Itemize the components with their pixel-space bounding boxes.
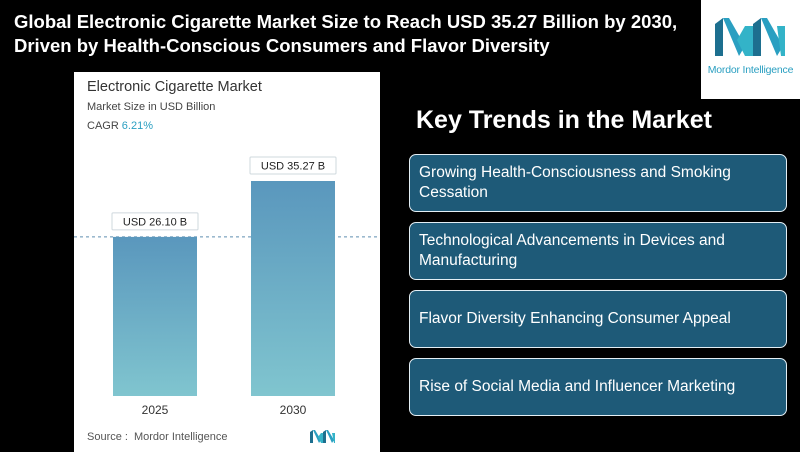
x-tick-label: 2030 <box>280 403 307 417</box>
source-label: Source : <box>87 431 128 443</box>
chart-source: Source : Mordor Intelligence <box>87 431 228 443</box>
chart-title: Electronic Cigarette Market <box>87 79 262 95</box>
bar-2025 <box>113 236 197 396</box>
trend-item: Flavor Diversity Enhancing Consumer Appe… <box>409 290 787 348</box>
mini-logo-icon <box>310 430 335 443</box>
brand-logo: Mordor Intelligence <box>701 0 800 99</box>
bar-2030 <box>251 181 335 396</box>
trends-title: Key Trends in the Market <box>416 106 712 134</box>
trend-item: Growing Health-Consciousness and Smoking… <box>409 154 787 212</box>
chart-card: USD 26.10 B 2025 USD 35.27 B 2030 Electroni… <box>74 72 380 452</box>
data-label-box <box>111 212 199 231</box>
chart-subtitle: Market Size in USD Billion <box>87 101 216 113</box>
trend-item: Technological Advancements in Devices an… <box>409 222 787 280</box>
trend-item: Rise of Social Media and Influencer Mark… <box>409 358 787 416</box>
cagr-label-text: CAGR <box>87 120 119 132</box>
page-headline: Global Electronic Cigarette Market Size … <box>14 11 678 56</box>
source-value: Mordor Intelligence <box>133 431 228 443</box>
data-label: USD 35.27 B <box>261 161 325 173</box>
brand-logo-text: Mordor Intelligence <box>707 64 794 76</box>
mordor-intelligence-logo-icon <box>715 18 785 56</box>
data-label-box <box>249 156 337 175</box>
bar-chart: USD 26.10 B 2025 USD 35.27 B 2030 <box>74 156 380 417</box>
x-tick-label: 2025 <box>142 403 169 417</box>
data-label: USD 26.10 B <box>123 216 187 228</box>
cagr-label: CAGR 6.21% <box>87 120 153 132</box>
cagr-value: 6.21% <box>121 120 153 132</box>
